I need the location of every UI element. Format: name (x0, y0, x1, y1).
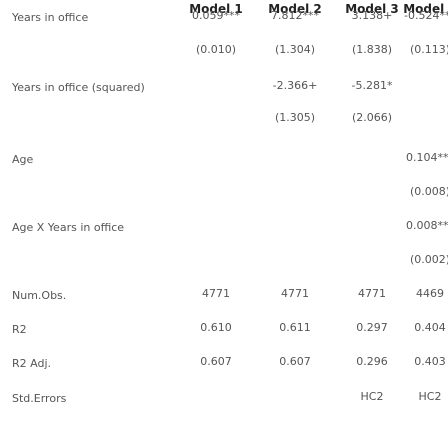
table-cell: (1.838) (351, 43, 393, 56)
table-cell: 3.138+ (351, 9, 393, 22)
table-cell: HC2 (360, 390, 384, 403)
row-label: R2 (12, 323, 27, 336)
table-cell: 4771 (281, 287, 309, 300)
table-cell: 0.297 (356, 321, 388, 334)
table-cell: (2.066) (351, 111, 393, 124)
table-cell: 0.104*** (406, 151, 448, 164)
table-cell: 4771 (358, 287, 386, 300)
row-label: Age (12, 153, 34, 166)
table-cell: 0.610 (200, 321, 232, 334)
table-cell: 0.008*** (406, 219, 448, 232)
table-cell: (1.304) (274, 43, 316, 56)
table-cell: 0.607 (279, 355, 311, 368)
row-label: Years in office (squared) (12, 81, 145, 94)
table-cell: (0.008) (409, 185, 448, 198)
table-cell: -0.524*** (404, 9, 448, 22)
table-cell: 7.812*** (271, 9, 319, 22)
row-label: Years in office (12, 11, 89, 24)
table-cell: (1.305) (274, 111, 316, 124)
table-cell: 0.403 (414, 355, 446, 368)
header-model-2: Model 2 (268, 2, 322, 16)
row-label: Num.Obs. (12, 289, 67, 302)
row-label: Age X Years in office (12, 221, 125, 234)
row-label: Std.Errors (12, 392, 67, 405)
table-cell: -5.281* (351, 79, 393, 92)
row-label: R2 Adj. (12, 357, 52, 370)
table-cell: (0.002) (409, 253, 448, 266)
table-cell: 4469 (416, 287, 444, 300)
header-model-3: Model 3 (345, 2, 399, 16)
table-cell: (0.113) (409, 43, 448, 56)
header-model-1: Model 1 (189, 2, 243, 16)
table-cell: HC2 (418, 390, 442, 403)
table-cell: 0.611 (279, 321, 311, 334)
header-model-4: Model 4 (403, 2, 448, 16)
table-cell: 0.296 (356, 355, 388, 368)
table-cell: -2.366+ (272, 79, 318, 92)
table-cell: 0.404 (414, 321, 446, 334)
table-cell: 4771 (202, 287, 230, 300)
table-cell: (0.010) (195, 43, 237, 56)
table-cell: 0.607 (200, 355, 232, 368)
table-cell: 0.059*** (192, 9, 240, 22)
